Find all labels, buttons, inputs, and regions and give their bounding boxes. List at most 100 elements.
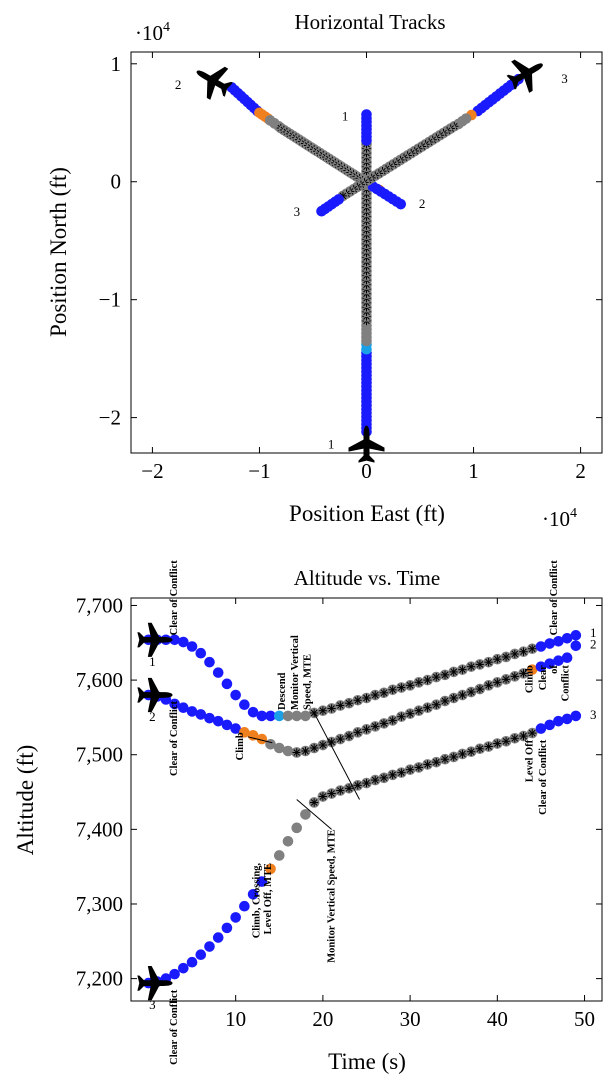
- clear-point: [169, 969, 180, 980]
- star-marker: [441, 671, 449, 679]
- star-marker: [467, 688, 475, 696]
- clear-point: [395, 199, 406, 210]
- series-end-label: 3: [590, 707, 597, 722]
- clear-point: [571, 711, 582, 722]
- star-marker: [319, 706, 327, 714]
- y-tick-label: 7,400: [76, 817, 123, 841]
- x-tick-label: 2: [575, 459, 586, 483]
- annotation-text: Climb: [235, 732, 246, 760]
- clear-point: [222, 679, 233, 690]
- annotation-a10: Clear of Conflict: [169, 989, 180, 1065]
- star-marker: [511, 734, 519, 742]
- star-marker: [458, 665, 466, 673]
- star-marker: [467, 748, 475, 756]
- track-end-label: 1: [342, 109, 349, 124]
- annotation-text: Conflict: [560, 665, 571, 702]
- annotation-a16: Level Off: [525, 739, 536, 782]
- clear-point: [571, 630, 582, 641]
- annotation-text: Descend: [277, 672, 288, 709]
- annotation-a17: Clear of Conflict: [538, 739, 549, 815]
- star-marker: [406, 765, 414, 773]
- aircraft-icon: [349, 426, 385, 463]
- clear-point: [187, 641, 198, 652]
- x-multiplier: ·104: [542, 506, 577, 531]
- star-marker: [388, 771, 396, 779]
- aircraft-icon: [137, 623, 172, 657]
- y-tick-label: 7,200: [76, 967, 123, 991]
- x-tick-label: −2: [141, 459, 163, 483]
- aircraft-icon: [137, 966, 172, 1000]
- annotation-text: Clear of Conflict: [169, 560, 180, 636]
- star-marker: [397, 712, 405, 720]
- star-marker: [310, 744, 318, 752]
- x-axis-label: Position East (ft): [289, 501, 445, 526]
- clear-point: [195, 949, 206, 960]
- clear-point: [222, 923, 233, 934]
- x-tick-label: 20: [312, 1007, 333, 1031]
- star-marker: [467, 662, 475, 670]
- star-marker: [301, 747, 309, 755]
- clear-point: [562, 652, 573, 663]
- series-end-label: 2: [590, 636, 597, 651]
- star-marker: [432, 701, 440, 709]
- star-marker: [380, 719, 388, 727]
- star-marker: [511, 650, 519, 658]
- star-marker: [528, 645, 536, 653]
- aircraft-label: 1: [328, 437, 335, 452]
- y-tick-label: 1: [111, 52, 122, 76]
- annotation-a13: Clear: [538, 665, 549, 690]
- star-marker: [476, 745, 484, 753]
- star-marker: [327, 704, 335, 712]
- annotation-leader: [314, 713, 359, 800]
- star-marker: [476, 685, 484, 693]
- annotation-a3: Climb: [235, 732, 246, 760]
- aircraft-icon: [188, 56, 238, 106]
- x-axis-label: Time (s): [328, 1049, 406, 1074]
- horizontal-tracks-chart: Horizontal Tracks ·104 −2 −1 0 1 2−2−101 112…: [46, 10, 602, 531]
- star-marker: [476, 660, 484, 668]
- star-marker: [397, 683, 405, 691]
- aircraft-label: 2: [175, 77, 182, 92]
- monitor-point: [274, 850, 285, 861]
- annotations: Clear of Conflict Clear of Conflict Climb D…: [169, 560, 572, 1065]
- star-marker: [519, 732, 527, 740]
- aircraft-label: 3: [149, 997, 156, 1012]
- star-marker: [441, 755, 449, 763]
- annotation-text: of: [549, 665, 560, 674]
- star-marker: [493, 655, 501, 663]
- star-marker: [432, 758, 440, 766]
- annotation-text: Clear of Conflict: [538, 739, 549, 815]
- star-marker: [458, 691, 466, 699]
- clear-point: [230, 912, 241, 923]
- star-marker: [406, 681, 414, 689]
- annotation-text: Monitor Vertical Speed, MTE: [327, 829, 338, 962]
- clear-point: [316, 206, 327, 217]
- x-tick-label: 50: [574, 1007, 595, 1031]
- clear-point: [213, 932, 224, 943]
- star-marker: [484, 742, 492, 750]
- altitude-time-chart: Altitude vs. Time 10 20 30 40 507,2007,3007,…: [13, 560, 602, 1074]
- annotation-a5: Monitor Vertical: [290, 635, 301, 710]
- clear-point: [230, 690, 241, 701]
- star-marker: [362, 694, 370, 702]
- star-marker: [319, 792, 327, 800]
- annotation-text: Clear: [538, 665, 549, 690]
- star-marker: [371, 722, 379, 730]
- star-marker: [336, 786, 344, 794]
- star-marker: [450, 753, 458, 761]
- annotation-text: Clear of Conflict: [169, 989, 180, 1065]
- star-marker: [319, 741, 327, 749]
- monitor-point: [283, 836, 294, 847]
- chart-title: Altitude vs. Time: [294, 566, 440, 590]
- y-tick-label: 7,700: [76, 593, 123, 617]
- star-marker: [432, 673, 440, 681]
- annotation-a2: Clear of Conflict: [169, 700, 180, 776]
- star-marker: [415, 763, 423, 771]
- x-tick-label: 40: [487, 1007, 508, 1031]
- annotation-text: Clear of Conflict: [169, 700, 180, 776]
- aircraft-label: 1: [149, 654, 156, 669]
- annotation-text: Climb, Crossing,: [252, 863, 263, 939]
- star-marker: [388, 716, 396, 724]
- star-marker: [502, 653, 510, 661]
- star-marker: [362, 779, 370, 787]
